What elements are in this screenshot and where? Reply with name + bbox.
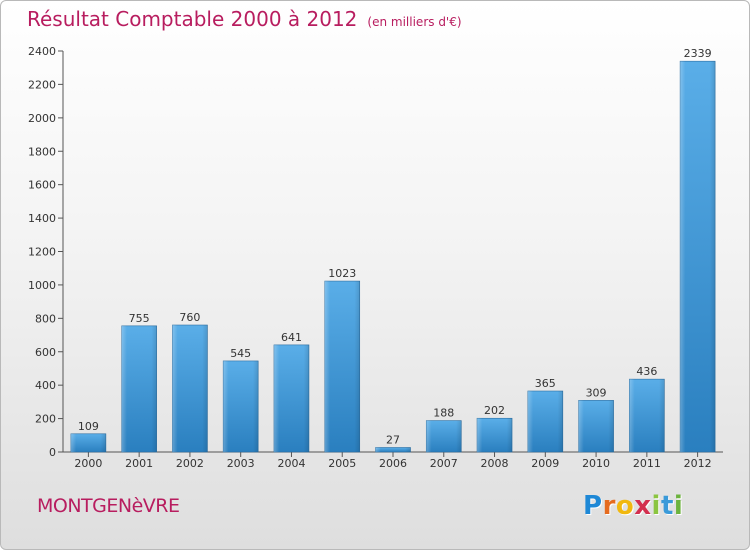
y-tick-label: 1000 <box>28 279 56 292</box>
bar-shade <box>426 420 462 452</box>
y-tick-label: 1400 <box>28 212 56 225</box>
x-tick-label: 2007 <box>430 457 458 470</box>
x-tick-label: 2003 <box>227 457 255 470</box>
bar-shade <box>375 447 411 452</box>
x-tick-label: 2004 <box>277 457 305 470</box>
logo-letter: r <box>602 491 616 521</box>
data-label: 202 <box>484 404 505 417</box>
bar-shade <box>629 379 665 452</box>
x-tick-label: 2008 <box>481 457 509 470</box>
chart-title: Résultat Comptable 2000 à 2012 (en millie… <box>27 7 462 31</box>
bar-shade <box>273 344 309 452</box>
y-tick-label: 2400 <box>28 45 56 58</box>
bar-shade <box>477 418 513 452</box>
logo-letter: x <box>634 491 652 521</box>
y-tick-label: 200 <box>35 413 56 426</box>
x-tick-label: 2012 <box>684 457 712 470</box>
logo-letter: o <box>615 491 635 521</box>
data-label: 188 <box>433 407 454 420</box>
bar-shade <box>680 61 716 453</box>
bar-shade <box>223 360 259 452</box>
y-tick-label: 600 <box>35 346 56 359</box>
logo-letter: i <box>651 491 661 521</box>
data-label: 641 <box>281 331 302 344</box>
bar-shade <box>578 400 614 452</box>
bar-shade <box>172 325 208 452</box>
logo-letter: t <box>660 491 674 521</box>
y-tick-label: 1800 <box>28 145 56 158</box>
x-tick-label: 2010 <box>582 457 610 470</box>
x-tick-label: 2005 <box>328 457 356 470</box>
data-label: 1023 <box>328 267 356 280</box>
y-tick-label: 1200 <box>28 246 56 259</box>
x-tick-label: 2002 <box>176 457 204 470</box>
data-label: 27 <box>386 433 400 446</box>
data-label: 755 <box>129 312 150 325</box>
bar-shade <box>70 433 106 452</box>
y-tick-label: 1600 <box>28 179 56 192</box>
data-label: 2339 <box>684 47 712 60</box>
y-tick-label: 0 <box>49 446 56 459</box>
y-tick-label: 400 <box>35 379 56 392</box>
y-tick-label: 2200 <box>28 78 56 91</box>
x-tick-label: 2001 <box>125 457 153 470</box>
y-tick-label: 2000 <box>28 112 56 125</box>
logo-letter: P <box>583 491 603 521</box>
bar-shade <box>527 391 563 452</box>
data-label: 760 <box>179 311 200 324</box>
proxiti-logo: Proxiti <box>583 491 683 521</box>
logo-letter: i <box>673 491 684 521</box>
x-tick-label: 2006 <box>379 457 407 470</box>
data-label: 365 <box>535 377 556 390</box>
data-label: 309 <box>586 386 607 399</box>
bar-shade <box>324 281 360 452</box>
title-unit: (en milliers d'€) <box>367 15 462 29</box>
y-tick-label: 800 <box>35 312 56 325</box>
bar-shade <box>121 325 157 452</box>
x-tick-label: 2011 <box>633 457 661 470</box>
title-text: Résultat Comptable 2000 à 2012 <box>27 7 358 31</box>
x-tick-label: 2000 <box>74 457 102 470</box>
commune-name: MONTGENèVRE <box>37 495 180 517</box>
data-label: 545 <box>230 347 251 360</box>
data-label: 109 <box>78 420 99 433</box>
data-label: 436 <box>636 365 657 378</box>
x-tick-label: 2009 <box>531 457 559 470</box>
